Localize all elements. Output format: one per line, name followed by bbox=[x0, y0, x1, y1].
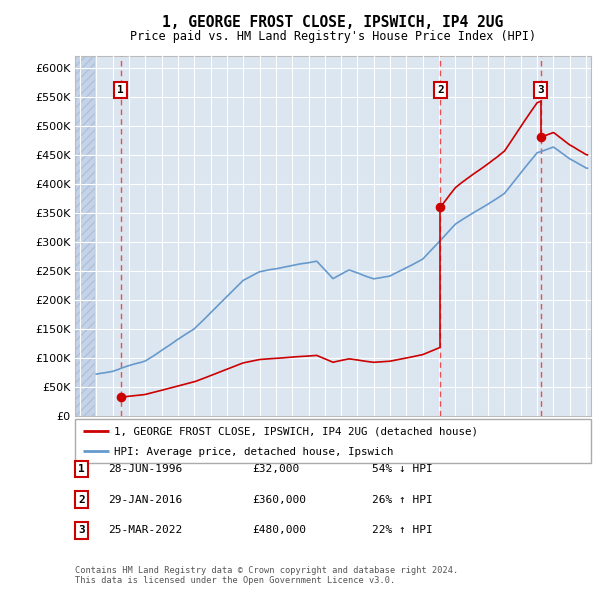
Point bbox=[536, 133, 545, 142]
Text: 25-MAR-2022: 25-MAR-2022 bbox=[108, 526, 182, 535]
Text: £480,000: £480,000 bbox=[252, 526, 306, 535]
Text: 3: 3 bbox=[538, 85, 544, 95]
Text: 28-JUN-1996: 28-JUN-1996 bbox=[108, 464, 182, 474]
Text: 1, GEORGE FROST CLOSE, IPSWICH, IP4 2UG (detached house): 1, GEORGE FROST CLOSE, IPSWICH, IP4 2UG … bbox=[114, 427, 478, 436]
Text: 2: 2 bbox=[78, 495, 85, 504]
Text: 26% ↑ HPI: 26% ↑ HPI bbox=[372, 495, 433, 504]
Text: 54% ↓ HPI: 54% ↓ HPI bbox=[372, 464, 433, 474]
Text: Contains HM Land Registry data © Crown copyright and database right 2024.
This d: Contains HM Land Registry data © Crown c… bbox=[75, 566, 458, 585]
Text: HPI: Average price, detached house, Ipswich: HPI: Average price, detached house, Ipsw… bbox=[114, 447, 393, 457]
Text: £32,000: £32,000 bbox=[252, 464, 299, 474]
Text: £360,000: £360,000 bbox=[252, 495, 306, 504]
Text: Price paid vs. HM Land Registry's House Price Index (HPI): Price paid vs. HM Land Registry's House … bbox=[130, 30, 536, 43]
Bar bbox=[75, 56, 95, 416]
Text: 1: 1 bbox=[78, 464, 85, 474]
Point bbox=[116, 393, 125, 402]
Point bbox=[436, 202, 445, 212]
Text: 1: 1 bbox=[117, 85, 124, 95]
Text: 1, GEORGE FROST CLOSE, IPSWICH, IP4 2UG: 1, GEORGE FROST CLOSE, IPSWICH, IP4 2UG bbox=[163, 15, 503, 30]
Text: 3: 3 bbox=[78, 526, 85, 535]
FancyBboxPatch shape bbox=[75, 419, 591, 463]
Text: 22% ↑ HPI: 22% ↑ HPI bbox=[372, 526, 433, 535]
Text: 29-JAN-2016: 29-JAN-2016 bbox=[108, 495, 182, 504]
Text: 2: 2 bbox=[437, 85, 444, 95]
